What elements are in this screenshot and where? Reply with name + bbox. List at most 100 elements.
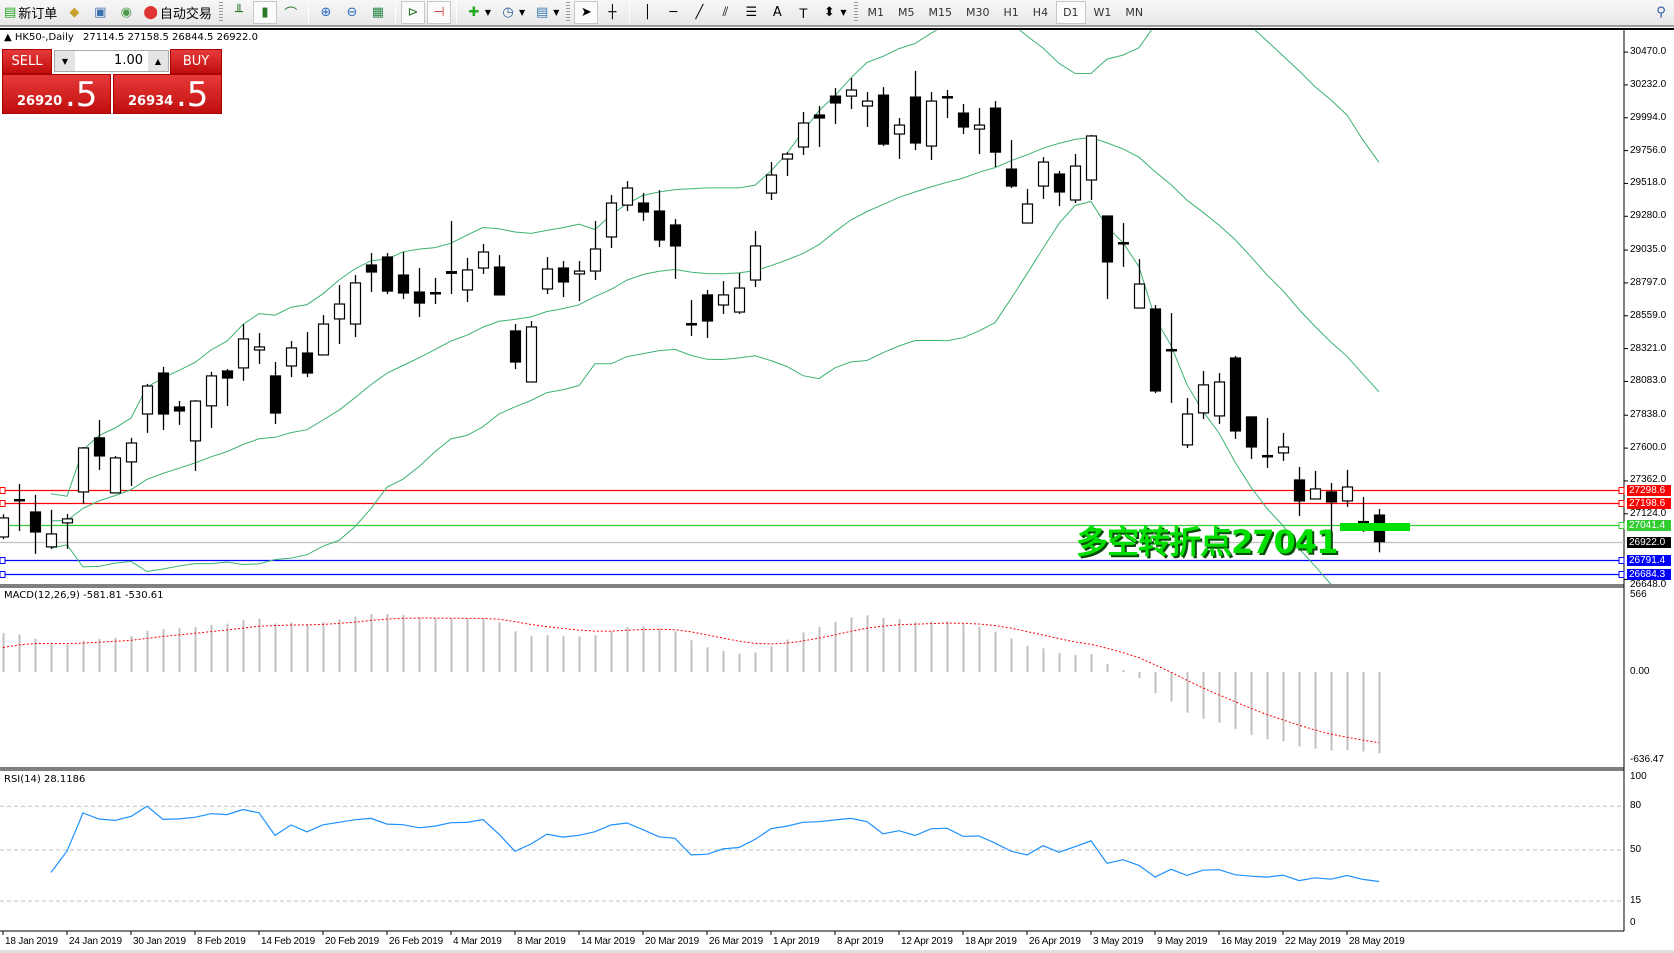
line-handle-right: [1618, 571, 1625, 578]
timeframe-m5[interactable]: M5: [898, 6, 915, 19]
vertical-line-button[interactable]: │: [635, 1, 659, 24]
horizontal-line-icon: ─: [669, 5, 678, 20]
autoscroll-button[interactable]: ⊳: [400, 1, 425, 24]
candle-bullish: [125, 442, 138, 463]
candle-bullish: [1069, 165, 1082, 201]
candle-bearish: [173, 406, 186, 412]
periods-button[interactable]: ◷: [496, 1, 520, 24]
fibonacci-icon: ☰: [745, 5, 758, 20]
new-order-button[interactable]: ▤ 新订单: [1, 1, 60, 24]
date-label: 8 Apr 2019: [837, 936, 884, 947]
candle-bearish: [1245, 416, 1258, 448]
crosshair-button[interactable]: ┼: [600, 1, 624, 24]
chart-shift-button[interactable]: ⊣: [426, 1, 451, 24]
axis-ticks: [2, 51, 1628, 935]
auto-trading-button[interactable]: ⬤ 自动交易: [140, 1, 215, 24]
price-tick-label: 30470.0: [1630, 46, 1667, 57]
sell-button[interactable]: SELL: [2, 49, 52, 74]
timeframe-m1[interactable]: M1: [867, 6, 885, 19]
horizontal-line-button[interactable]: ─: [661, 1, 685, 24]
templates-button[interactable]: ▤: [530, 1, 554, 24]
buy-price-fraction: .5: [176, 75, 209, 115]
candle-bearish: [413, 291, 426, 304]
trendline-button[interactable]: ╱: [687, 1, 711, 24]
candle-bearish: [381, 256, 394, 292]
candle-bearish: [509, 330, 522, 363]
bar-chart-button[interactable]: ╨: [227, 1, 251, 24]
rsi-line: [50, 805, 1380, 883]
tile-windows-button[interactable]: ▦: [366, 1, 390, 24]
timeframe-w1[interactable]: W1: [1093, 6, 1112, 19]
indicators-button[interactable]: ✚: [462, 1, 486, 24]
search-button[interactable]: ⚲: [1649, 1, 1673, 24]
lot-size-stepper[interactable]: ▼ 1.00 ▲: [54, 50, 169, 72]
chart-shift-icon: ⊣: [433, 5, 445, 20]
timeframe-mn[interactable]: MN: [1125, 6, 1144, 19]
candle-bullish: [477, 251, 490, 269]
price-tick-label: 28559.0: [1630, 310, 1667, 321]
sell-price-button[interactable]: 26920 .5: [2, 74, 111, 115]
search-icon: ⚲: [1656, 5, 1666, 20]
candle-bearish: [1229, 357, 1242, 432]
buy-button[interactable]: BUY: [170, 49, 222, 74]
candle-bearish: [157, 372, 170, 415]
timeframe-m30[interactable]: M30: [966, 6, 990, 19]
collapse-triangle-icon[interactable]: ▲: [4, 32, 12, 43]
lot-increase-icon[interactable]: ▲: [148, 51, 168, 71]
signals-icon: ◉: [120, 5, 132, 20]
date-label: 28 May 2019: [1349, 936, 1405, 947]
text-button[interactable]: A: [765, 1, 789, 24]
market-watch-button[interactable]: ◆: [62, 1, 86, 24]
price-tick-label: 27124.0: [1630, 508, 1667, 519]
candle-doji: [14, 498, 25, 502]
lot-size-input[interactable]: 1.00: [114, 53, 143, 68]
bollinger-upper-band: [50, 30, 1380, 497]
candle-bullish: [765, 174, 778, 194]
new-order-label: 新订单: [18, 7, 58, 22]
price-tick-label: 29994.0: [1630, 112, 1667, 123]
arrows-button[interactable]: ⬍: [817, 1, 841, 24]
fibonacci-button[interactable]: ☰: [739, 1, 763, 24]
text-icon: A: [772, 5, 782, 20]
macd-tick-label: 0.00: [1630, 666, 1650, 677]
horizontal-scrollbar[interactable]: [0, 950, 1674, 953]
navigator-button[interactable]: ▣: [88, 1, 112, 24]
date-label: 18 Jan 2019: [5, 936, 58, 947]
buy-price-button[interactable]: 26934 .5: [113, 74, 222, 115]
line-handle-left: [0, 557, 6, 564]
price-line-label: 26922.0: [1627, 537, 1671, 548]
periods-icon: ◷: [502, 5, 514, 20]
zoom-in-button[interactable]: ⊕: [314, 1, 338, 24]
timeframe-h1[interactable]: H1: [1003, 6, 1019, 19]
candle-bullish: [605, 202, 618, 238]
timeframe-h4[interactable]: H4: [1032, 6, 1049, 19]
candlestick-button[interactable]: ▮: [252, 1, 277, 24]
candle-bullish: [349, 282, 362, 325]
candle-bullish: [1309, 488, 1322, 500]
price-tick-label: 27600.0: [1630, 442, 1667, 453]
cursor-button[interactable]: ➤: [574, 1, 599, 24]
candle-doji: [1118, 242, 1129, 245]
zoom-out-icon: ⊖: [346, 5, 358, 20]
toolbar-grip[interactable]: [218, 2, 223, 23]
timeframe-m15[interactable]: M15: [928, 6, 953, 19]
price-tick-label: 27838.0: [1630, 409, 1667, 420]
zoom-out-button[interactable]: ⊖: [340, 1, 364, 24]
timeframe-d1[interactable]: D1: [1056, 1, 1086, 24]
line-chart-button[interactable]: ⌒: [279, 1, 303, 24]
candle-bullish: [589, 248, 602, 272]
lot-decrease-icon[interactable]: ▼: [55, 51, 75, 71]
pivot-marker[interactable]: [1340, 523, 1410, 531]
bollinger-middle-band: [50, 136, 1380, 522]
text-label-button[interactable]: Ｔ: [791, 1, 815, 24]
pivot-annotation[interactable]: 多空转折点27041: [1076, 523, 1338, 561]
signals-button[interactable]: ◉: [114, 1, 138, 24]
macd-signal-line: [2, 617, 1380, 744]
candle-bullish: [525, 326, 538, 383]
candle-bullish: [1197, 384, 1210, 414]
date-label: 4 Mar 2019: [453, 936, 502, 947]
equidistant-channel-button[interactable]: ⫽: [713, 1, 737, 24]
candle-bullish: [317, 323, 330, 356]
candle-bullish: [781, 153, 794, 160]
